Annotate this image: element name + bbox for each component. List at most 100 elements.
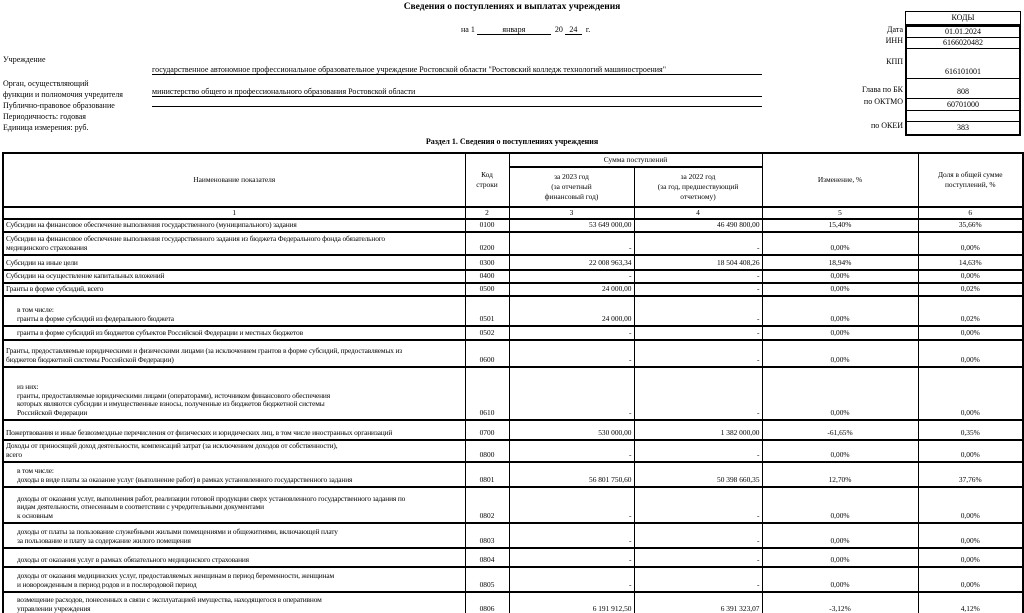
table-row: возмещение расходов, понесенных в связи …	[2, 591, 1024, 613]
public-entity-underline	[152, 106, 762, 107]
section-title: Раздел 1. Сведения о поступлениях учрежд…	[425, 137, 599, 146]
date-prefix: на 1	[461, 25, 475, 34]
row-value-2023: -	[508, 325, 635, 341]
row-change: 12,70%	[761, 461, 919, 488]
row-name: Гранты, предоставляемые юридическими и ф…	[2, 339, 466, 368]
row-value-2022: -	[633, 522, 763, 549]
row-code: 0806	[464, 591, 510, 613]
row-share: 0,00%	[917, 547, 1024, 568]
col-header-2023: за 2023 год (за отчетный финансовый год)	[508, 166, 635, 208]
col-header-2022: за 2022 год (за год, предшествующий отче…	[633, 166, 763, 208]
row-share: 0,00%	[917, 439, 1024, 463]
date-code-label: Дата	[887, 25, 903, 34]
row-share: 37,76%	[917, 461, 1024, 488]
table-row: Гранты, предоставляемые юридическими и ф…	[2, 339, 1024, 368]
row-change: 0,00%	[761, 231, 919, 256]
row-name: гранты в форме субсидий из бюджетов субъ…	[2, 325, 466, 341]
row-value-2022: -	[633, 566, 763, 593]
row-change: 0,00%	[761, 486, 919, 524]
row-share: 0,02%	[917, 282, 1024, 297]
row-change: 0,00%	[761, 282, 919, 297]
row-value-2022: -	[633, 439, 763, 463]
row-value-2022: 46 490 800,00	[633, 218, 763, 233]
date-year: 24	[564, 25, 582, 35]
table-row: гранты в форме субсидий из бюджетов субъ…	[2, 325, 1024, 341]
receipts-table: Наименование показателя Код строки Сумма…	[2, 152, 1024, 613]
row-change: 0,00%	[761, 295, 919, 327]
table-row: Гранты в форме субсидий, всего 0500 24 000…	[2, 282, 1024, 297]
row-change: -3,12%	[761, 591, 919, 613]
row-share: 0,00%	[917, 269, 1024, 284]
table-row: в том числе: гранты в форме субсидий из ф…	[2, 295, 1024, 327]
row-change: 18,94%	[761, 254, 919, 271]
institution-label: Учреждение	[3, 55, 46, 64]
okei-label: по ОКЕИ	[870, 121, 903, 130]
row-value-2023: -	[508, 522, 635, 549]
table-row: Субсидии на финансовое обеспечение выпол…	[2, 231, 1024, 256]
row-name: доходы от оказания услуг, выполнения раб…	[2, 486, 466, 524]
row-change: 0,00%	[761, 339, 919, 368]
row-name-prefix: в том числе:	[17, 466, 54, 476]
row-value-2022: -	[633, 366, 763, 421]
institution-underline	[152, 74, 762, 75]
row-change: 15,40%	[761, 218, 919, 233]
row-code: 0700	[464, 419, 510, 441]
table-row: Субсидии на финансовое обеспечение выпол…	[2, 218, 1024, 233]
row-code: 0803	[464, 522, 510, 549]
kpp-value: 616101001	[907, 49, 1019, 79]
row-code: 0502	[464, 325, 510, 341]
row-share: 0,00%	[917, 325, 1024, 341]
row-share: 35,66%	[917, 218, 1024, 233]
row-value-2023: 24 000,00	[508, 295, 635, 327]
row-code: 0100	[464, 218, 510, 233]
date-century: 20	[554, 25, 563, 34]
page-title: Сведения о поступлениях и выплатах учреж…	[403, 2, 621, 12]
table-row: доходы от платы за пользование служебным…	[2, 522, 1024, 549]
row-code: 0600	[464, 339, 510, 368]
row-name: Субсидии на финансовое обеспечение выпол…	[2, 231, 466, 256]
row-change: 0,00%	[761, 522, 919, 549]
table-row: доходы от оказания услуг, выполнения раб…	[2, 486, 1024, 524]
row-share: 14,63%	[917, 254, 1024, 271]
row-code: 0610	[464, 366, 510, 421]
col-number: 1	[2, 206, 466, 220]
row-value-2023: 6 191 912,50	[508, 591, 635, 613]
row-name: доходы от оказания медицинских услуг, пр…	[2, 566, 466, 593]
date-suffix: г.	[585, 25, 591, 34]
row-share: 0,35%	[917, 419, 1024, 441]
row-share: 0,00%	[917, 566, 1024, 593]
row-share: 0,00%	[917, 231, 1024, 256]
row-value-2023: -	[508, 439, 635, 463]
row-value-2022: -	[633, 282, 763, 297]
oktmo-label: по ОКТМО	[863, 97, 903, 106]
col-number: 3	[508, 206, 635, 220]
row-value-2022: -	[633, 486, 763, 524]
col-header-name: Наименование показателя	[2, 152, 466, 208]
row-value-2022: -	[633, 547, 763, 568]
codes-header: КОДЫ	[905, 11, 1021, 25]
table-row: Доходы от приносящей доход деятельности,…	[2, 439, 1024, 463]
row-value-2023: 56 801 750,60	[508, 461, 635, 488]
row-value-2023: -	[508, 366, 635, 421]
row-value-2022: 50 398 660,35	[633, 461, 763, 488]
table-row: Пожертвования и иные безвозмездные переч…	[2, 419, 1024, 441]
row-value-2022: 1 382 000,00	[633, 419, 763, 441]
col-header-change: Изменение, %	[761, 152, 919, 208]
table-header-row: Наименование показателя Код строки Сумма…	[2, 152, 1024, 208]
row-share: 4,12%	[917, 591, 1024, 613]
row-value-2022: -	[633, 231, 763, 256]
col-number: 6	[917, 206, 1024, 220]
empty-code-cell	[907, 111, 1019, 122]
col-number: 5	[761, 206, 919, 220]
row-name: Пожертвования и иные безвозмездные переч…	[2, 419, 466, 441]
row-code: 0400	[464, 269, 510, 284]
founder-label-line2: функции и полномочия учредителя	[3, 90, 123, 99]
row-change: 0,00%	[761, 269, 919, 284]
row-name: доходы от платы за пользование служебным…	[2, 522, 466, 549]
kpp-label: КПП	[886, 57, 903, 66]
table-row: из них: гранты, предоставляемые юридическ…	[2, 366, 1024, 421]
row-name: в том числе: доходы в виде платы за оказа…	[2, 461, 466, 488]
table-row: Субсидии на осуществление капитальных вл…	[2, 269, 1024, 284]
row-name: из них: гранты, предоставляемые юридическ…	[2, 366, 466, 421]
row-share: 0,00%	[917, 366, 1024, 421]
